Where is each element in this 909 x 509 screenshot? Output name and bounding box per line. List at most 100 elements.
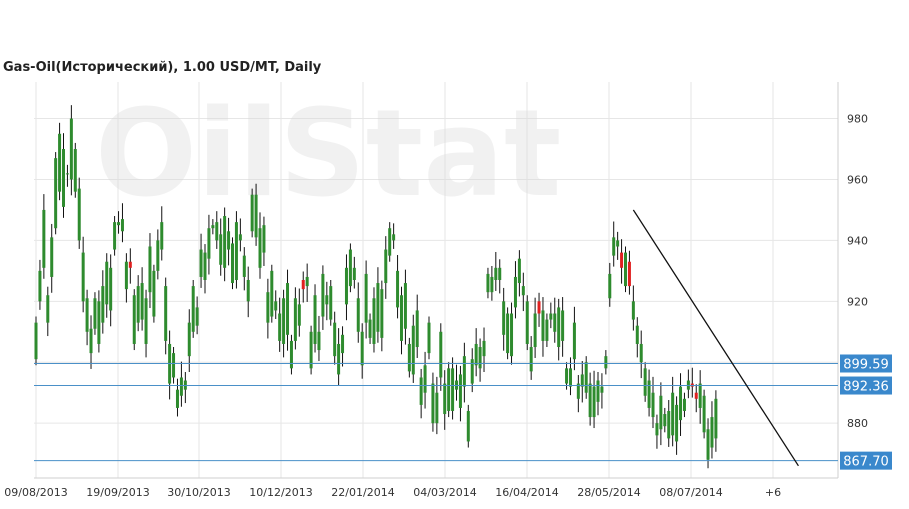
x-tick-label: 22/01/2014 [331, 486, 394, 499]
candle-body [360, 331, 364, 366]
candle [128, 248, 132, 284]
candle [124, 253, 128, 303]
x-axis: 09/08/2013 19/09/2013 30/10/2013 10/12/2013… [4, 486, 781, 499]
candle-body [73, 149, 77, 192]
candle-body [596, 380, 600, 402]
candle [380, 280, 384, 352]
candle [262, 216, 266, 266]
candle-body [588, 383, 592, 418]
candle-body [557, 307, 561, 348]
candle [364, 260, 368, 339]
candle [710, 401, 714, 459]
candle [93, 292, 97, 335]
candle [494, 251, 498, 291]
candle [549, 302, 553, 329]
candle-body [384, 249, 388, 284]
candle-body [675, 404, 679, 442]
candle [227, 217, 231, 266]
candle [289, 334, 293, 375]
candle-body [207, 228, 211, 259]
level-label: 899.59 [843, 357, 889, 372]
candle [58, 122, 62, 201]
candle-body [525, 301, 529, 344]
candle [109, 254, 113, 327]
candle-body [231, 243, 234, 284]
candle-body [38, 270, 42, 302]
candle-body [427, 322, 431, 354]
candle-body [423, 365, 427, 393]
candle-body [136, 286, 140, 323]
candle-body [156, 240, 160, 271]
candle [596, 371, 600, 416]
candle [663, 407, 667, 433]
candle [462, 342, 466, 403]
candle [360, 323, 364, 379]
candle-body [631, 301, 635, 320]
candle-body [152, 270, 156, 317]
candle [415, 294, 419, 358]
candle-body [160, 222, 164, 250]
candle-body [399, 295, 403, 341]
candle-body [521, 286, 525, 296]
candle [313, 284, 317, 353]
candle-body [172, 353, 176, 378]
candle [702, 389, 706, 439]
candle [191, 280, 195, 338]
candle-body [113, 222, 117, 250]
candle-body [144, 298, 148, 344]
candle-body [309, 331, 313, 369]
candle [631, 285, 635, 331]
candle-body [411, 325, 415, 375]
candle-body [474, 343, 478, 366]
candle [368, 313, 372, 344]
candle-body [702, 395, 706, 433]
candle [376, 267, 380, 343]
candle [293, 287, 297, 350]
candle-body [498, 267, 502, 280]
x-tick-label: 08/07/2014 [659, 486, 722, 499]
candle-body [651, 392, 655, 418]
candle-body [85, 298, 89, 332]
candle [639, 330, 643, 379]
candle-body [58, 133, 62, 192]
candle [686, 369, 690, 399]
candle [215, 211, 219, 249]
candle-body [600, 386, 604, 393]
candle [211, 219, 215, 235]
level-label: 892.36 [843, 380, 889, 395]
candle [183, 371, 187, 404]
candle [714, 390, 718, 452]
candle-body [537, 301, 541, 314]
candle-body [396, 270, 400, 308]
candle [317, 315, 321, 362]
candle [50, 223, 54, 293]
candle [337, 328, 341, 386]
candle [42, 194, 46, 279]
candle [403, 269, 407, 345]
candle [250, 188, 254, 238]
candle-body [333, 322, 337, 357]
candle-body [584, 362, 588, 393]
candle [152, 264, 156, 323]
candle [278, 297, 282, 352]
candle [325, 281, 329, 321]
candle-body [647, 380, 651, 408]
y-tick-label: 980 [847, 113, 868, 126]
candle-body [352, 267, 356, 280]
candle [101, 270, 105, 334]
candle-body [199, 249, 203, 277]
candle [498, 259, 502, 294]
candle [482, 327, 486, 372]
candle-body [376, 283, 380, 332]
candle [627, 250, 631, 295]
candle-body [679, 386, 683, 421]
candle-body [321, 273, 325, 317]
candle-body [250, 194, 254, 232]
candle-body [187, 322, 191, 357]
candle [175, 378, 179, 417]
candle [89, 315, 93, 369]
candle-body [419, 377, 423, 405]
chart-title: Gas-Oil(Исторический), 1.00 USD/MT, Dail… [3, 60, 322, 75]
candle [246, 266, 250, 318]
candle-body [258, 228, 262, 268]
